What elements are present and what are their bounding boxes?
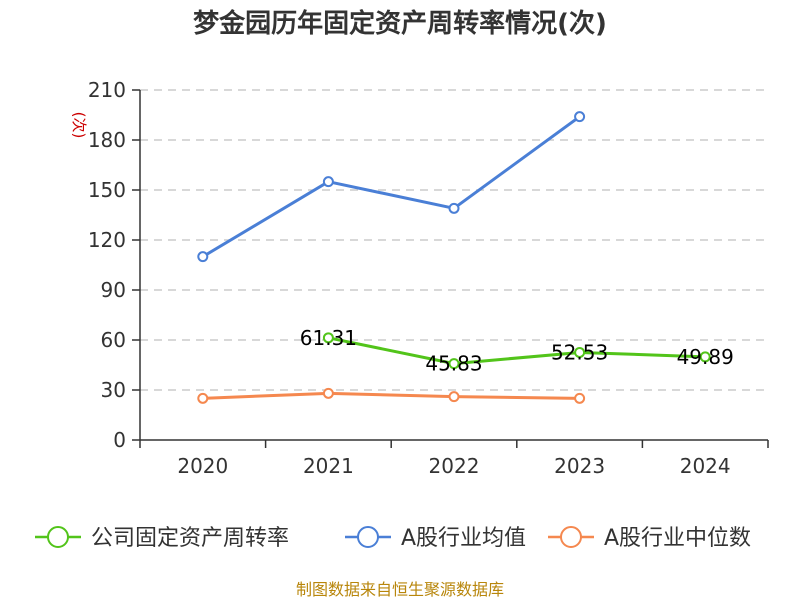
data-point bbox=[448, 358, 460, 370]
data-point bbox=[574, 346, 586, 358]
legend-item-1: 公司固定资产周转率 bbox=[35, 526, 289, 551]
x-tick-label: 2024 bbox=[680, 454, 731, 478]
data-point bbox=[197, 392, 209, 404]
legend-item-3: A股行业中位数 bbox=[548, 526, 751, 551]
series-line bbox=[202, 391, 580, 400]
data-label: 61.31 bbox=[300, 326, 357, 350]
data-label: 49.89 bbox=[677, 345, 734, 369]
x-tick-label: 2023 bbox=[554, 454, 605, 478]
legend-marker bbox=[560, 526, 582, 548]
y-tick-label: 60 bbox=[101, 328, 126, 352]
data-point bbox=[322, 332, 334, 344]
data-point bbox=[574, 111, 586, 123]
data-label: 52.53 bbox=[551, 340, 608, 364]
legend: 公司固定资产周转率 A股行业均值 A股行业中位数 bbox=[35, 526, 751, 551]
y-tick-label: 180 bbox=[88, 128, 126, 152]
data-point bbox=[574, 392, 586, 404]
series-line bbox=[202, 115, 581, 258]
y-tick-label: 0 bbox=[113, 428, 126, 452]
data-point bbox=[322, 387, 334, 399]
x-tick-label: 2021 bbox=[303, 454, 354, 478]
source-note: 制图数据来自恒生聚源数据库 bbox=[296, 580, 504, 599]
y-tick-label: 210 bbox=[88, 78, 126, 102]
data-point bbox=[699, 351, 711, 363]
axes: 0 30 60 90 120 150 180 210 2020 2021 2022 2023 2024 bbox=[88, 78, 769, 478]
data-point bbox=[448, 202, 460, 214]
legend-marker bbox=[47, 526, 69, 548]
series-line bbox=[328, 336, 706, 366]
chart-title: 梦金园历年固定资产周转率情况(次) bbox=[193, 8, 607, 39]
data-point bbox=[322, 176, 334, 188]
legend-marker bbox=[357, 526, 379, 548]
data-label: 45.83 bbox=[425, 352, 482, 376]
x-tick-label: 2020 bbox=[177, 454, 228, 478]
y-tick-label: 150 bbox=[88, 178, 126, 202]
x-tick-label: 2022 bbox=[429, 454, 480, 478]
series-2 bbox=[197, 111, 586, 263]
data-point bbox=[448, 391, 460, 403]
y-tick-label: 120 bbox=[88, 228, 126, 252]
y-tick-label: 30 bbox=[101, 378, 126, 402]
y-axis-label: (次) bbox=[70, 112, 88, 139]
series-1: 61.31 45.83 52.53 49.89 bbox=[300, 326, 734, 376]
series-3 bbox=[197, 387, 586, 404]
grid-lines bbox=[140, 89, 768, 391]
y-tick-label: 90 bbox=[101, 278, 126, 302]
legend-label: A股行业均值 bbox=[401, 526, 526, 551]
series-group: 61.31 45.83 52.53 49.89 bbox=[197, 111, 734, 404]
legend-label: 公司固定资产周转率 bbox=[91, 526, 289, 551]
legend-item-2: A股行业均值 bbox=[345, 526, 526, 551]
data-point bbox=[197, 251, 209, 263]
legend-label: A股行业中位数 bbox=[604, 526, 751, 551]
